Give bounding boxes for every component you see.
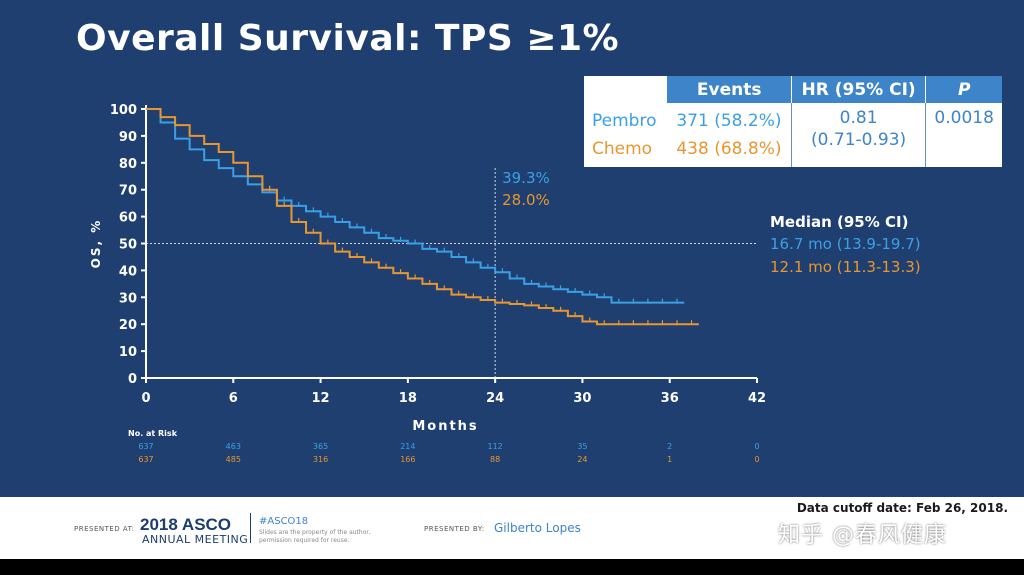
presented-at-label: PRESENTED AT: <box>74 525 135 533</box>
x-tick-label: 42 <box>748 391 766 406</box>
x-tick-label: 30 <box>573 391 591 406</box>
series-lines <box>146 108 699 326</box>
x-tick-label: 12 <box>312 391 330 406</box>
chemo-name: Chemo <box>592 139 653 159</box>
risk-chemo-value: 0 <box>754 455 759 464</box>
slide-title: Overall Survival: TPS ≥1% <box>76 18 620 59</box>
stats-header-p-label: P <box>957 79 971 100</box>
risk-pembro-value: 0 <box>754 442 759 451</box>
risk-pembro-value: 112 <box>488 442 503 451</box>
chart-labels: 39.3% 28.0% Median (95% CI) 16.7 mo (13.9-1… <box>128 169 921 464</box>
stats-table: Events HR (95% CI) P Pembro Chemo 371 (5… <box>584 76 1002 167</box>
y-tick-label: 50 <box>119 238 137 253</box>
stats-row: Pembro Chemo 371 (58.2%) 438 (68.8%) 0.8… <box>584 103 1002 167</box>
hashtag: #ASCO18 <box>259 516 309 527</box>
risk-pembro-value: 35 <box>577 442 587 451</box>
y-tick-label: 0 <box>128 372 137 387</box>
risk-chemo-value: 88 <box>490 455 500 464</box>
asco-logo-text: 2018 ASCO <box>140 515 232 534</box>
axes: 0 10 20 30 40 50 60 70 80 90 100 0 6 12 18 24 30 36 42 Mont… <box>89 103 766 434</box>
y-tick-label: 90 <box>119 130 137 145</box>
risk-table-label: No. at Risk <box>128 429 178 438</box>
watermark: 知乎 @春风健康 <box>778 523 947 548</box>
y-tick-label: 100 <box>110 103 137 118</box>
stats-hr-cell: 0.81 (0.71-0.93) <box>791 103 927 167</box>
series-line-chemo <box>146 108 699 326</box>
stats-p-cell: 0.0018 <box>926 103 1002 167</box>
x-tick-label: 0 <box>141 391 150 406</box>
reference-lines <box>146 168 757 378</box>
p-value: 0.0018 <box>934 108 994 128</box>
stats-header-events: Events <box>666 76 792 103</box>
annotation-pembro: 39.3% <box>502 169 550 187</box>
y-tick-label: 70 <box>119 184 137 199</box>
pembro-name: Pembro <box>592 111 657 131</box>
presented-by-label: PRESENTED BY: <box>424 525 485 533</box>
risk-pembro-value: 214 <box>400 442 415 451</box>
y-tick-label: 60 <box>119 211 137 226</box>
stats-header-blank <box>584 76 668 103</box>
presenter-name: Gilberto Lopes <box>494 521 581 535</box>
pembro-events: 371 (58.2%) <box>676 111 782 131</box>
risk-chemo-value: 637 <box>138 455 153 464</box>
y-tick-label: 80 <box>119 157 137 172</box>
property-notice: Slides are the property of the author, p… <box>259 529 371 544</box>
footer: Data cutoff date: Feb 26, 2018. PRESENTE… <box>0 497 1024 559</box>
annual-meeting-text: ANNUAL MEETING <box>142 533 249 546</box>
risk-pembro-value: 2 <box>667 442 672 451</box>
hr-value: 0.81 <box>839 108 878 128</box>
x-tick-label: 24 <box>486 391 504 406</box>
risk-pembro-value: 463 <box>226 442 241 451</box>
risk-chemo-value: 24 <box>577 455 587 464</box>
median-title: Median (95% CI) <box>770 213 908 231</box>
risk-chemo-value: 1 <box>667 455 672 464</box>
median-chemo: 12.1 mo (11.3-13.3) <box>770 258 921 276</box>
x-tick-label: 6 <box>229 391 238 406</box>
y-tick-label: 30 <box>119 291 137 306</box>
risk-pembro-value: 637 <box>138 442 153 451</box>
stats-events-cell: 371 (58.2%) 438 (68.8%) <box>666 103 792 167</box>
series-line-pembro <box>146 108 685 304</box>
data-cutoff-note: Data cutoff date: Feb 26, 2018. <box>796 501 1008 515</box>
y-tick-label: 20 <box>119 318 137 333</box>
stats-header-p: P <box>925 76 1002 103</box>
x-tick-label: 18 <box>399 391 417 406</box>
annotation-chemo: 28.0% <box>502 191 550 209</box>
stats-names-cell: Pembro Chemo <box>584 103 667 167</box>
stats-header-row: Events HR (95% CI) P <box>584 76 1002 103</box>
y-tick-label: 10 <box>119 345 137 360</box>
stats-header-hr: HR (95% CI) <box>791 76 927 103</box>
y-axis-title: OS, % <box>89 219 103 269</box>
hr-ci: (0.71-0.93) <box>811 130 907 150</box>
risk-chemo-value: 166 <box>400 455 415 464</box>
chemo-events: 438 (68.8%) <box>676 139 782 159</box>
footer-divider <box>250 513 251 543</box>
x-axis-title: Months <box>412 419 478 434</box>
bottom-bar <box>0 559 1024 575</box>
median-pembro: 16.7 mo (13.9-19.7) <box>770 235 921 253</box>
risk-chemo-value: 316 <box>313 455 328 464</box>
risk-pembro-value: 365 <box>313 442 328 451</box>
y-tick-label: 40 <box>119 264 137 279</box>
x-tick-label: 36 <box>661 391 679 406</box>
risk-chemo-value: 485 <box>226 455 241 464</box>
